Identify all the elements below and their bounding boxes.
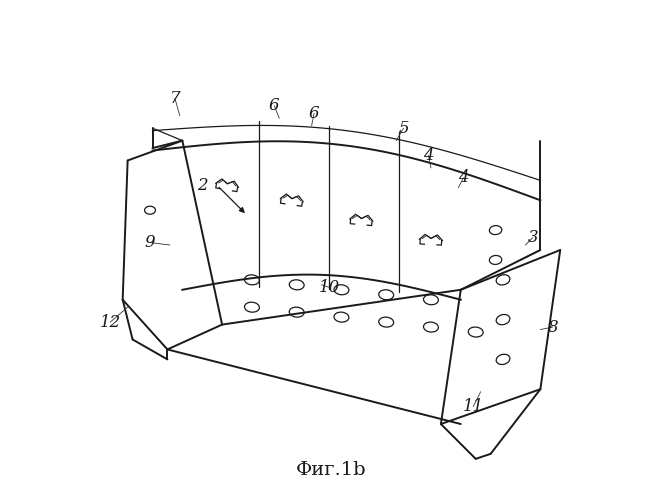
Text: 9: 9 <box>145 234 155 251</box>
Text: 6: 6 <box>309 105 320 122</box>
Text: 5: 5 <box>398 120 409 136</box>
Text: 8: 8 <box>548 318 558 336</box>
Text: 6: 6 <box>269 98 280 114</box>
Text: 3: 3 <box>528 229 538 246</box>
Text: 2: 2 <box>197 177 208 194</box>
Text: Фиг.1b: Фиг.1b <box>296 460 367 478</box>
Text: 12: 12 <box>99 314 121 330</box>
Text: 7: 7 <box>170 90 180 107</box>
Text: 4: 4 <box>458 170 469 186</box>
Text: 11: 11 <box>463 398 484 415</box>
Text: 4: 4 <box>423 147 434 164</box>
Text: 10: 10 <box>318 279 339 296</box>
